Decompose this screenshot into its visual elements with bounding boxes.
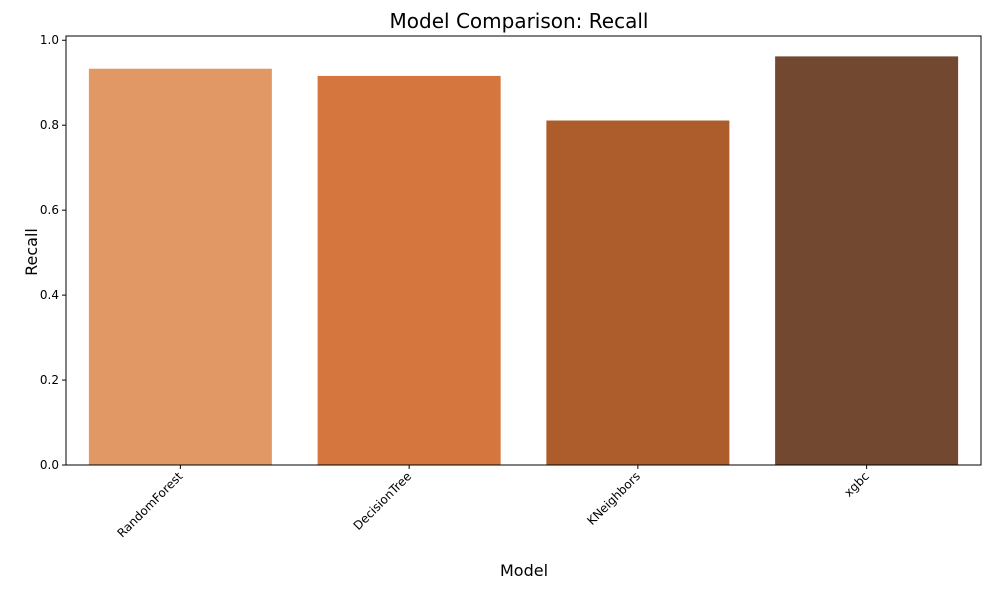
y-tick-label: 0.2 (40, 373, 59, 387)
bar-xgbc (775, 56, 959, 465)
y-tick-label: 0.6 (40, 203, 59, 217)
bars-group (88, 56, 959, 466)
x-tick-label: DecisionTree (351, 469, 415, 533)
y-axis-ticks: 0.0 0.2 0.4 0.6 0.8 1.0 (40, 33, 66, 472)
y-tick-label: 0.8 (40, 118, 59, 132)
plot-frame (65, 35, 982, 466)
y-tick-label: 0.4 (40, 288, 59, 302)
x-axis-ticks: RandomForest DecisionTree KNeighbors xgbc (114, 465, 872, 540)
bar-decisiontree (317, 75, 501, 466)
x-tick-label: xgbc (841, 469, 871, 499)
y-tick-label: 1.0 (40, 33, 59, 47)
chart-title: Model Comparison: Recall (390, 9, 649, 33)
bar-randomforest (88, 68, 272, 466)
bar-kneighbors (546, 120, 730, 465)
y-tick-label: 0.0 (40, 458, 59, 472)
x-axis-title: Model (500, 561, 548, 580)
x-tick-label: RandomForest (114, 469, 185, 540)
x-tick-label: KNeighbors (584, 469, 643, 528)
y-axis-title: Recall (22, 228, 41, 276)
